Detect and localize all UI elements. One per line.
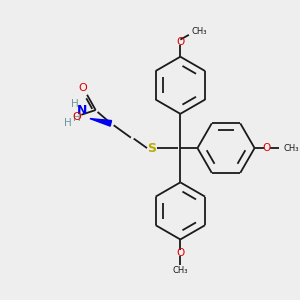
Text: O: O	[176, 248, 184, 258]
Text: H: H	[71, 99, 79, 109]
Text: CH₃: CH₃	[172, 266, 188, 275]
Text: H: H	[64, 118, 72, 128]
Polygon shape	[90, 118, 112, 126]
Text: O: O	[79, 83, 88, 93]
Text: O: O	[263, 143, 271, 153]
Text: N: N	[77, 104, 88, 118]
Text: O: O	[176, 38, 184, 47]
Text: S: S	[147, 142, 156, 154]
Text: CH₃: CH₃	[192, 26, 207, 35]
Text: CH₃: CH₃	[283, 144, 298, 153]
Text: H: H	[73, 112, 80, 123]
Text: O: O	[72, 112, 81, 122]
